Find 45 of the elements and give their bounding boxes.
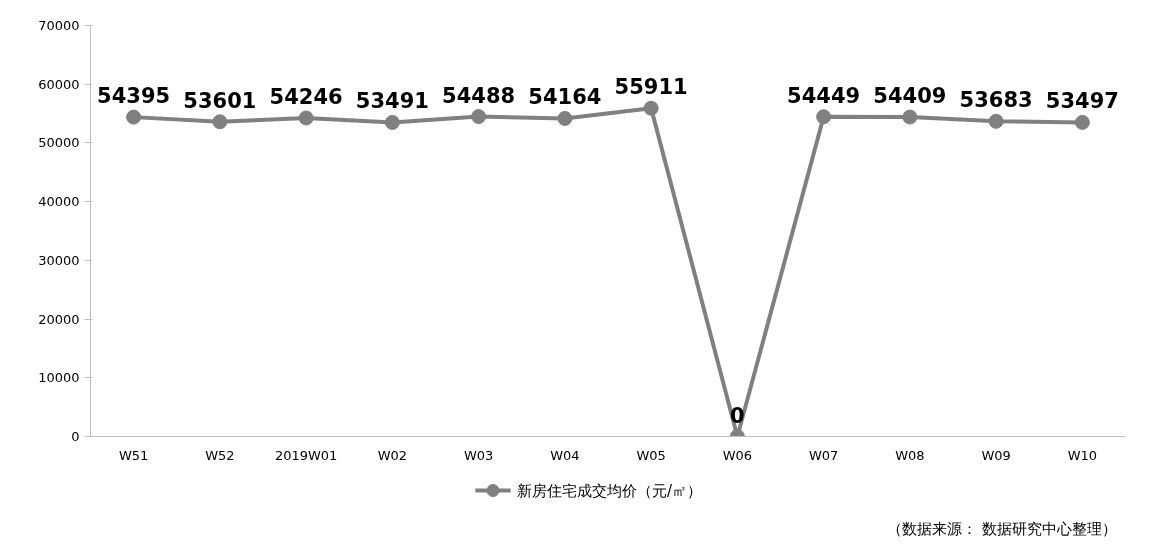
y-tick-label: 10000 (38, 370, 80, 386)
data-label: 53601 (183, 88, 257, 113)
data-label: 54246 (269, 85, 343, 109)
y-tick-label: 0 (71, 429, 80, 444)
x-tick-label: W03 (463, 447, 494, 463)
y-tick-label: 50000 (38, 135, 80, 151)
data-label: 53683 (959, 88, 1033, 113)
x-tick-label: W02 (377, 447, 408, 463)
x-tick-label: W52 (205, 447, 235, 463)
point (126, 109, 142, 125)
point (902, 109, 918, 125)
data-label: 55911 (614, 75, 688, 100)
x-tick-label: W10 (1067, 447, 1098, 463)
x-tick-label: W05 (636, 447, 666, 463)
data-label: 54409 (873, 84, 947, 109)
legend-label: 新房住宅成交均价（元/㎡） (516, 481, 702, 500)
data-label: 53491 (355, 89, 429, 114)
x-tick-label: W51 (118, 447, 149, 463)
data-label: 54164 (528, 85, 602, 110)
x-tick-label: W06 (722, 447, 753, 463)
x-tick-label: W07 (808, 447, 839, 463)
point (1074, 114, 1090, 130)
point (298, 110, 314, 126)
y-tick-label: 20000 (38, 311, 80, 327)
y-tick-label: 40000 (38, 194, 80, 210)
y-tick-label: 60000 (38, 76, 80, 92)
text: （数据来源： 数据研究中心整理） (886, 519, 1117, 538)
x-tick-label: W04 (550, 447, 580, 463)
data-label: 54449 (787, 83, 861, 108)
x-tick-label: W08 (895, 447, 925, 463)
point (816, 109, 832, 125)
y-tick-label: 70000 (38, 18, 80, 33)
point (643, 100, 659, 116)
data-label: 54395 (97, 84, 171, 109)
y-tick-label: 30000 (38, 252, 80, 268)
x-tick-label: W09 (981, 447, 1011, 463)
data-label: 54488 (442, 83, 516, 108)
x-tick-label: 2019W01 (274, 447, 338, 463)
point (557, 110, 573, 126)
data-label: 0 (730, 403, 745, 428)
data-label: 53497 (1045, 89, 1119, 114)
point (384, 114, 400, 130)
point (212, 114, 228, 130)
point (471, 109, 487, 125)
point (988, 113, 1004, 129)
